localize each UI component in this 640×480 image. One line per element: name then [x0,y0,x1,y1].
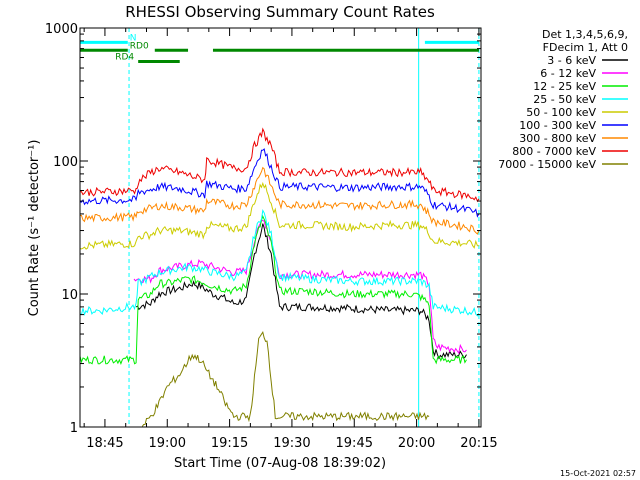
plot-frame [79,27,482,428]
series-line-5 [79,148,480,218]
x-tick-label: 19:15 [211,436,248,451]
legend-header-line: FDecim 1, Att 0 [543,41,628,54]
legend-entry-label: 12 - 25 keV [533,80,596,93]
legend-entry-label: 25 - 50 keV [533,93,596,106]
generation-timestamp: 15-Oct-2021 02:57 [560,469,636,478]
legend-entry-label: 800 - 7000 keV [512,145,596,158]
y-tick-label: 100 [53,155,78,170]
y-axis-label: Count Rate (s⁻¹ detector⁻¹) [27,140,42,317]
legend-entry-label: 300 - 800 keV [519,132,596,145]
series-line-0 [135,223,467,360]
legend-entry-label: 6 - 12 keV [540,67,596,80]
y-tick-label: 10 [61,288,78,303]
annotation-label-RD0: RD0 [130,41,149,51]
x-tick-label: 18:45 [86,436,123,451]
chart-title: RHESSI Observing Summary Count Rates [125,3,435,21]
legend-entry-label: 3 - 6 keV [547,54,596,67]
x-axis: 18:45 19:00 19:15 19:30 19:45 20:00 20:15 [83,28,498,451]
series-line-2 [79,214,467,365]
x-tick-label: 19:45 [336,436,373,451]
legend-entry-label: 100 - 300 keV [519,119,596,132]
x-tick-label: 20:00 [398,436,435,451]
series-line-3 [79,209,480,317]
series-line-4 [79,181,479,250]
legend: Det 1,3,4,5,6,9,FDecim 1, Att 03 - 6 keV… [498,28,628,171]
x-tick-label: 19:30 [273,436,310,451]
x-tick-label: 19:00 [149,436,186,451]
legend-header-line: Det 1,3,4,5,6,9, [542,28,628,41]
annotation-label-RD4: RD4 [115,52,134,62]
series-line-8 [141,330,430,427]
series-line-6 [80,166,480,235]
legend-entry-label: 50 - 100 keV [526,106,596,119]
x-tick-label: 20:15 [460,436,497,451]
x-axis-label: Start Time (07-Aug-08 18:39:02) [174,456,386,471]
y-tick-label: 1 [70,421,78,436]
legend-entry-label: 7000 - 15000 keV [498,158,596,171]
series-line-7 [79,127,480,203]
annotation-label-N: N [130,33,137,43]
y-axis: 1 10 100 1000 [45,22,481,436]
y-tick-label: 1000 [45,22,78,37]
